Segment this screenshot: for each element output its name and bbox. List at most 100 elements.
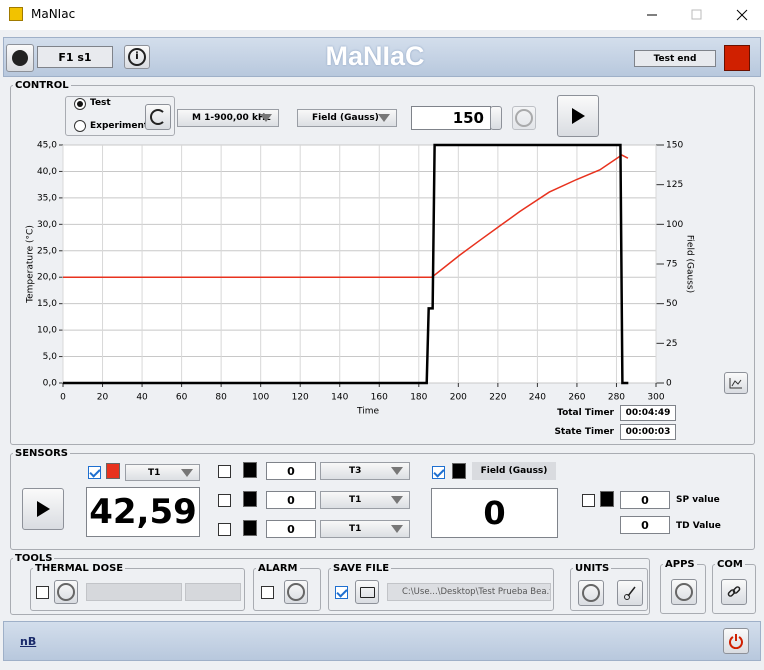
sensor-color[interactable] xyxy=(243,520,257,536)
y-tick-label: 25,0 xyxy=(37,246,57,256)
x-tick-label: 160 xyxy=(371,393,388,403)
save-file-checkbox[interactable] xyxy=(335,586,348,599)
y2-tick-label: 100 xyxy=(666,220,683,230)
sensor-checkbox[interactable] xyxy=(218,523,231,536)
units-button[interactable] xyxy=(578,580,604,606)
com-button[interactable] xyxy=(721,579,747,605)
sensor-value: 0 xyxy=(266,491,316,509)
sensor-checkbox[interactable] xyxy=(218,494,231,507)
sensor-checkbox[interactable] xyxy=(218,465,231,478)
app-name: MaNIaC xyxy=(325,41,425,71)
x-tick-label: 220 xyxy=(489,393,506,403)
sensor-color[interactable] xyxy=(243,491,257,507)
sensor-value: 0 xyxy=(266,520,316,538)
field-color[interactable] xyxy=(452,463,466,479)
radio-experiment[interactable] xyxy=(74,120,86,132)
footer-label[interactable]: nB xyxy=(20,635,37,648)
sensor-dropdown[interactable]: T1 xyxy=(125,464,200,481)
x-axis-label: Time xyxy=(356,407,379,417)
series-line xyxy=(63,154,629,278)
open-folder-button[interactable] xyxy=(355,580,379,604)
sensor-channel: T1 xyxy=(148,467,161,478)
y2-tick-label: 125 xyxy=(666,180,683,190)
thermal-dose-checkbox[interactable] xyxy=(36,586,49,599)
alarm-button[interactable] xyxy=(284,580,308,604)
sensor-reading: 42,59 xyxy=(86,487,200,537)
sensor-dropdown[interactable]: T1 xyxy=(320,491,410,509)
sensor-dropdown[interactable]: T3 xyxy=(320,462,410,480)
footer-band xyxy=(3,621,761,661)
info-button[interactable]: i xyxy=(124,45,150,69)
radio-test[interactable] xyxy=(74,98,86,110)
y-tick-label: 15,0 xyxy=(37,299,57,309)
x-tick-label: 200 xyxy=(450,393,467,403)
sensors-group xyxy=(10,453,755,550)
thermal-dose-bar xyxy=(185,583,241,601)
y2-tick-label: 50 xyxy=(666,299,678,309)
link-icon xyxy=(727,586,741,597)
alarm-checkbox[interactable] xyxy=(261,586,274,599)
title-bar xyxy=(0,0,764,30)
status-display: Test end xyxy=(634,50,716,67)
zoom-icon xyxy=(729,378,742,389)
sensor-dropdown[interactable]: T1 xyxy=(320,520,410,538)
zoom-button[interactable] xyxy=(724,372,748,394)
status-led xyxy=(724,45,750,71)
sensor-color[interactable] xyxy=(243,462,257,478)
parameter-text: Field (Gauss) xyxy=(312,113,379,123)
y-tick-label: 20,0 xyxy=(37,273,57,283)
x-tick-label: 80 xyxy=(215,393,227,403)
sp-label: SP value xyxy=(676,495,720,505)
save-file-label: SAVE FILE xyxy=(331,563,392,574)
x-tick-label: 40 xyxy=(136,393,148,403)
refresh-button[interactable] xyxy=(145,104,171,130)
y2-tick-label: 75 xyxy=(666,260,677,270)
sensor-color[interactable] xyxy=(106,463,120,479)
x-tick-label: 240 xyxy=(529,393,546,403)
tools-label: TOOLS xyxy=(13,553,55,564)
sensor-value: 0 xyxy=(266,462,316,480)
mode-label: Test xyxy=(90,98,111,108)
setpoint-spin[interactable] xyxy=(490,106,502,130)
apply-button[interactable] xyxy=(512,106,536,130)
sp-checkbox[interactable] xyxy=(582,494,595,507)
power-button[interactable] xyxy=(723,628,749,654)
x-tick-label: 180 xyxy=(410,393,427,403)
calibrate-button[interactable] xyxy=(617,580,643,606)
thermal-dose-button[interactable] xyxy=(54,580,78,604)
apps-button[interactable] xyxy=(671,579,697,605)
mode-label: Experiment xyxy=(90,121,149,131)
frequency-dropdown[interactable]: M 1-900,00 kHz xyxy=(177,109,279,127)
x-tick-label: 260 xyxy=(568,393,585,403)
x-tick-label: 100 xyxy=(252,393,269,403)
save-file-group xyxy=(328,568,554,611)
thermal-dose-bar xyxy=(86,583,182,601)
timer-value: 00:00:03 xyxy=(620,424,676,440)
units-label: UNITS xyxy=(573,563,612,574)
x-tick-label: 60 xyxy=(176,393,188,403)
field-checkbox[interactable] xyxy=(432,466,445,479)
x-tick-label: 120 xyxy=(292,393,309,403)
timer-label: State Timer xyxy=(554,427,614,437)
alarm-label: ALARM xyxy=(256,563,300,574)
frequency-text: M 1-900,00 kHz xyxy=(192,113,271,123)
knob-button[interactable] xyxy=(6,44,34,72)
y2-axis-label: Field (Gauss) xyxy=(685,235,695,293)
sensor-checkbox[interactable] xyxy=(88,466,101,479)
timer-value: 00:04:49 xyxy=(620,405,676,421)
start-button[interactable] xyxy=(557,95,599,137)
parameter-dropdown[interactable]: Field (Gauss) xyxy=(297,109,397,127)
play-icon xyxy=(572,108,585,124)
play-icon xyxy=(37,501,50,517)
save-file-path: C:\Use...\Desktop\Test Prueba Bea.txt xyxy=(387,583,551,601)
sensor-start-button[interactable] xyxy=(22,488,64,530)
sp-color[interactable] xyxy=(600,491,614,507)
timer-label: Total Timer xyxy=(557,408,614,418)
com-label: COM xyxy=(715,559,745,570)
setpoint-input[interactable]: 150 xyxy=(411,106,491,130)
y-tick-label: 40,0 xyxy=(37,167,57,177)
window-controls[interactable] xyxy=(640,5,760,25)
plot-area xyxy=(62,144,657,384)
x-tick-label: 0 xyxy=(60,393,66,403)
field-reading: 0 xyxy=(431,488,558,538)
